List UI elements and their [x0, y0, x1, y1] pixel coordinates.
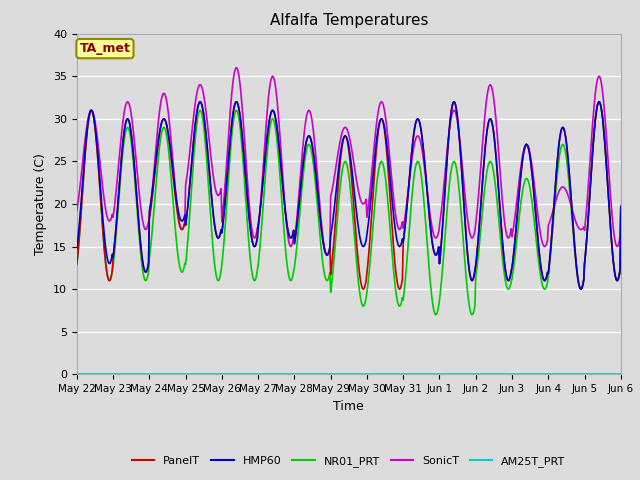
- HMP60: [277, 161, 285, 167]
- Line: NR01_PRT: NR01_PRT: [77, 102, 640, 315]
- HMP60: [428, 231, 435, 237]
- NR01_PRT: [426, 280, 434, 286]
- Y-axis label: Temperature (C): Temperature (C): [35, 153, 47, 255]
- NR01_PRT: [595, 99, 603, 105]
- HMP60: [460, 198, 467, 204]
- PanelT: [248, 238, 256, 243]
- NR01_PRT: [141, 277, 148, 283]
- Line: HMP60: HMP60: [77, 102, 640, 289]
- Line: PanelT: PanelT: [77, 102, 640, 289]
- PanelT: [141, 268, 148, 274]
- Legend: PanelT, HMP60, NR01_PRT, SonicT, AM25T_PRT: PanelT, HMP60, NR01_PRT, SonicT, AM25T_P…: [128, 451, 570, 471]
- HMP60: [196, 99, 204, 105]
- PanelT: [277, 161, 285, 167]
- SonicT: [277, 145, 285, 151]
- HMP60: [73, 246, 81, 252]
- PanelT: [461, 209, 468, 215]
- SonicT: [248, 228, 256, 234]
- HMP60: [577, 286, 584, 292]
- Title: Alfalfa Temperatures: Alfalfa Temperatures: [269, 13, 428, 28]
- Line: SonicT: SonicT: [77, 68, 640, 255]
- HMP60: [248, 238, 256, 243]
- Text: TA_met: TA_met: [79, 42, 131, 55]
- SonicT: [299, 145, 307, 151]
- X-axis label: Time: Time: [333, 400, 364, 413]
- NR01_PRT: [73, 262, 81, 267]
- NR01_PRT: [298, 185, 306, 191]
- NR01_PRT: [460, 243, 467, 249]
- PanelT: [196, 99, 204, 105]
- NR01_PRT: [248, 265, 255, 271]
- HMP60: [299, 164, 307, 170]
- PanelT: [299, 164, 307, 170]
- SonicT: [461, 186, 468, 192]
- PanelT: [359, 286, 367, 292]
- PanelT: [428, 237, 436, 243]
- SonicT: [73, 207, 81, 213]
- PanelT: [73, 262, 81, 267]
- SonicT: [428, 224, 436, 229]
- SonicT: [323, 252, 331, 258]
- NR01_PRT: [432, 312, 440, 318]
- NR01_PRT: [276, 174, 284, 180]
- HMP60: [141, 268, 148, 274]
- SonicT: [141, 226, 148, 232]
- SonicT: [232, 65, 240, 71]
